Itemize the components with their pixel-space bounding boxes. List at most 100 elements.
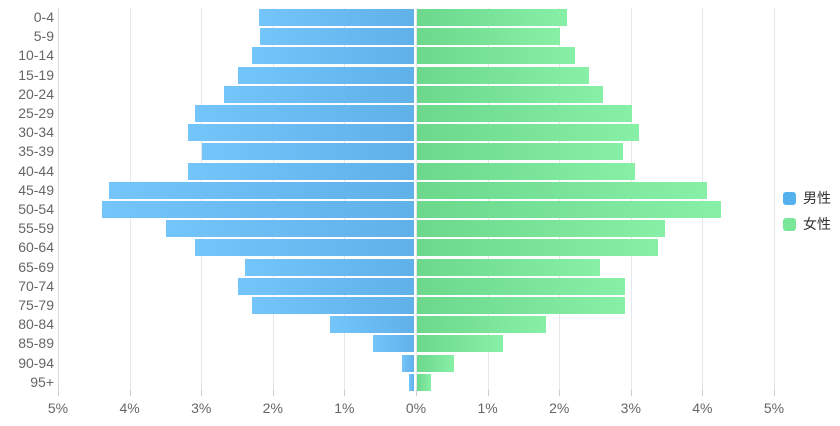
legend-marker-female-icon: [783, 217, 796, 231]
y-axis-category-label: 15-19: [18, 67, 54, 83]
male-bar[interactable]: [259, 9, 414, 26]
female-bar[interactable]: [417, 86, 603, 103]
female-bar[interactable]: [417, 67, 589, 84]
legend-marker-male-icon: [783, 191, 796, 205]
y-axis-category-label: 50-54: [18, 201, 54, 217]
y-axis-category-label: 10-14: [18, 47, 54, 63]
male-bar[interactable]: [109, 182, 414, 199]
y-axis-category-label: 20-24: [18, 86, 54, 102]
female-bar[interactable]: [417, 143, 623, 160]
x-axis-tick: [702, 390, 704, 396]
male-bar[interactable]: [402, 355, 414, 372]
grid-line: [702, 8, 704, 390]
x-axis-tick: [774, 390, 775, 396]
y-axis-category-label: 75-79: [18, 297, 54, 313]
grid-line: [487, 8, 489, 390]
x-axis-label: 4%: [692, 400, 713, 416]
y-axis-category-label: 55-59: [18, 220, 54, 236]
x-axis-label: 2%: [262, 400, 283, 416]
male-bar[interactable]: [102, 201, 414, 218]
y-axis-category-label: 35-39: [18, 143, 54, 159]
male-bar[interactable]: [260, 28, 414, 45]
x-axis-label: 5%: [763, 400, 785, 416]
grid-line: [774, 8, 775, 390]
legend-item-male[interactable]: 男性: [783, 190, 831, 206]
y-axis-category-label: 5-9: [33, 28, 54, 44]
x-axis-label: 1%: [477, 400, 498, 416]
y-axis-category-label: 70-74: [18, 278, 54, 294]
male-bar[interactable]: [238, 278, 414, 295]
x-axis-label: 0%: [405, 400, 427, 416]
y-axis-category-label: 60-64: [18, 239, 54, 255]
x-axis-tick: [272, 390, 274, 396]
legend-label: 男性: [803, 190, 831, 206]
female-bar[interactable]: [417, 163, 635, 180]
male-bar[interactable]: [195, 239, 414, 256]
male-bar[interactable]: [245, 259, 414, 276]
legend-label: 女性: [803, 216, 831, 232]
male-bar[interactable]: [195, 105, 414, 122]
grid-line: [129, 8, 131, 390]
female-bar[interactable]: [417, 335, 503, 352]
y-axis-category-label: 65-69: [18, 259, 54, 275]
grid-line: [630, 8, 632, 390]
x-axis-tick: [559, 390, 561, 396]
male-bar[interactable]: [330, 316, 414, 333]
male-bar[interactable]: [252, 47, 414, 64]
grid-line: [416, 8, 417, 390]
y-axis-category-label: 45-49: [18, 182, 54, 198]
x-axis-label: 4%: [119, 400, 140, 416]
x-axis-tick: [344, 390, 346, 396]
female-bar[interactable]: [417, 182, 707, 199]
female-bar[interactable]: [417, 220, 665, 237]
y-axis-category-label: 30-34: [18, 124, 54, 140]
female-bar[interactable]: [417, 201, 721, 218]
female-bar[interactable]: [417, 124, 639, 141]
female-bar[interactable]: [417, 278, 625, 295]
x-axis-tick: [129, 390, 131, 396]
female-bar[interactable]: [417, 239, 658, 256]
x-axis-tick: [416, 390, 417, 396]
female-bar[interactable]: [417, 297, 625, 314]
male-bar[interactable]: [202, 143, 414, 160]
female-bar[interactable]: [417, 47, 575, 64]
legend-item-female[interactable]: 女性: [783, 216, 831, 232]
female-bar[interactable]: [417, 9, 567, 26]
male-bar[interactable]: [188, 163, 414, 180]
y-axis-category-label: 25-29: [18, 105, 54, 121]
male-bar[interactable]: [224, 86, 414, 103]
y-axis-category-label: 40-44: [18, 163, 54, 179]
female-bar[interactable]: [417, 355, 454, 372]
female-bar[interactable]: [417, 259, 600, 276]
male-bar[interactable]: [188, 124, 414, 141]
y-axis-category-label: 80-84: [18, 316, 54, 332]
male-bar[interactable]: [373, 335, 414, 352]
female-bar[interactable]: [417, 374, 431, 391]
x-axis-label: 2%: [549, 400, 570, 416]
x-axis-label: 1%: [334, 400, 355, 416]
x-axis-tick: [58, 390, 59, 396]
male-bar[interactable]: [166, 220, 414, 237]
female-bar[interactable]: [417, 105, 632, 122]
male-bar[interactable]: [409, 374, 414, 391]
x-axis-label: 3%: [620, 400, 641, 416]
x-axis-label: 5%: [47, 400, 69, 416]
y-axis-category-label: 95+: [30, 374, 54, 390]
grid-line: [559, 8, 561, 390]
x-axis-label: 3%: [191, 400, 212, 416]
grid-line: [272, 8, 274, 390]
y-axis-category-label: 90-94: [18, 355, 54, 371]
female-bar[interactable]: [417, 28, 560, 45]
male-bar[interactable]: [252, 297, 414, 314]
grid-line: [344, 8, 346, 390]
grid-line: [201, 8, 203, 390]
x-axis-tick: [487, 390, 489, 396]
male-bar[interactable]: [238, 67, 414, 84]
y-axis-category-label: 85-89: [18, 335, 54, 351]
y-axis-line: [58, 8, 59, 390]
female-bar[interactable]: [417, 316, 546, 333]
y-axis-category-label: 0-4: [33, 9, 54, 25]
x-axis-tick: [630, 390, 632, 396]
x-axis-tick: [201, 390, 203, 396]
